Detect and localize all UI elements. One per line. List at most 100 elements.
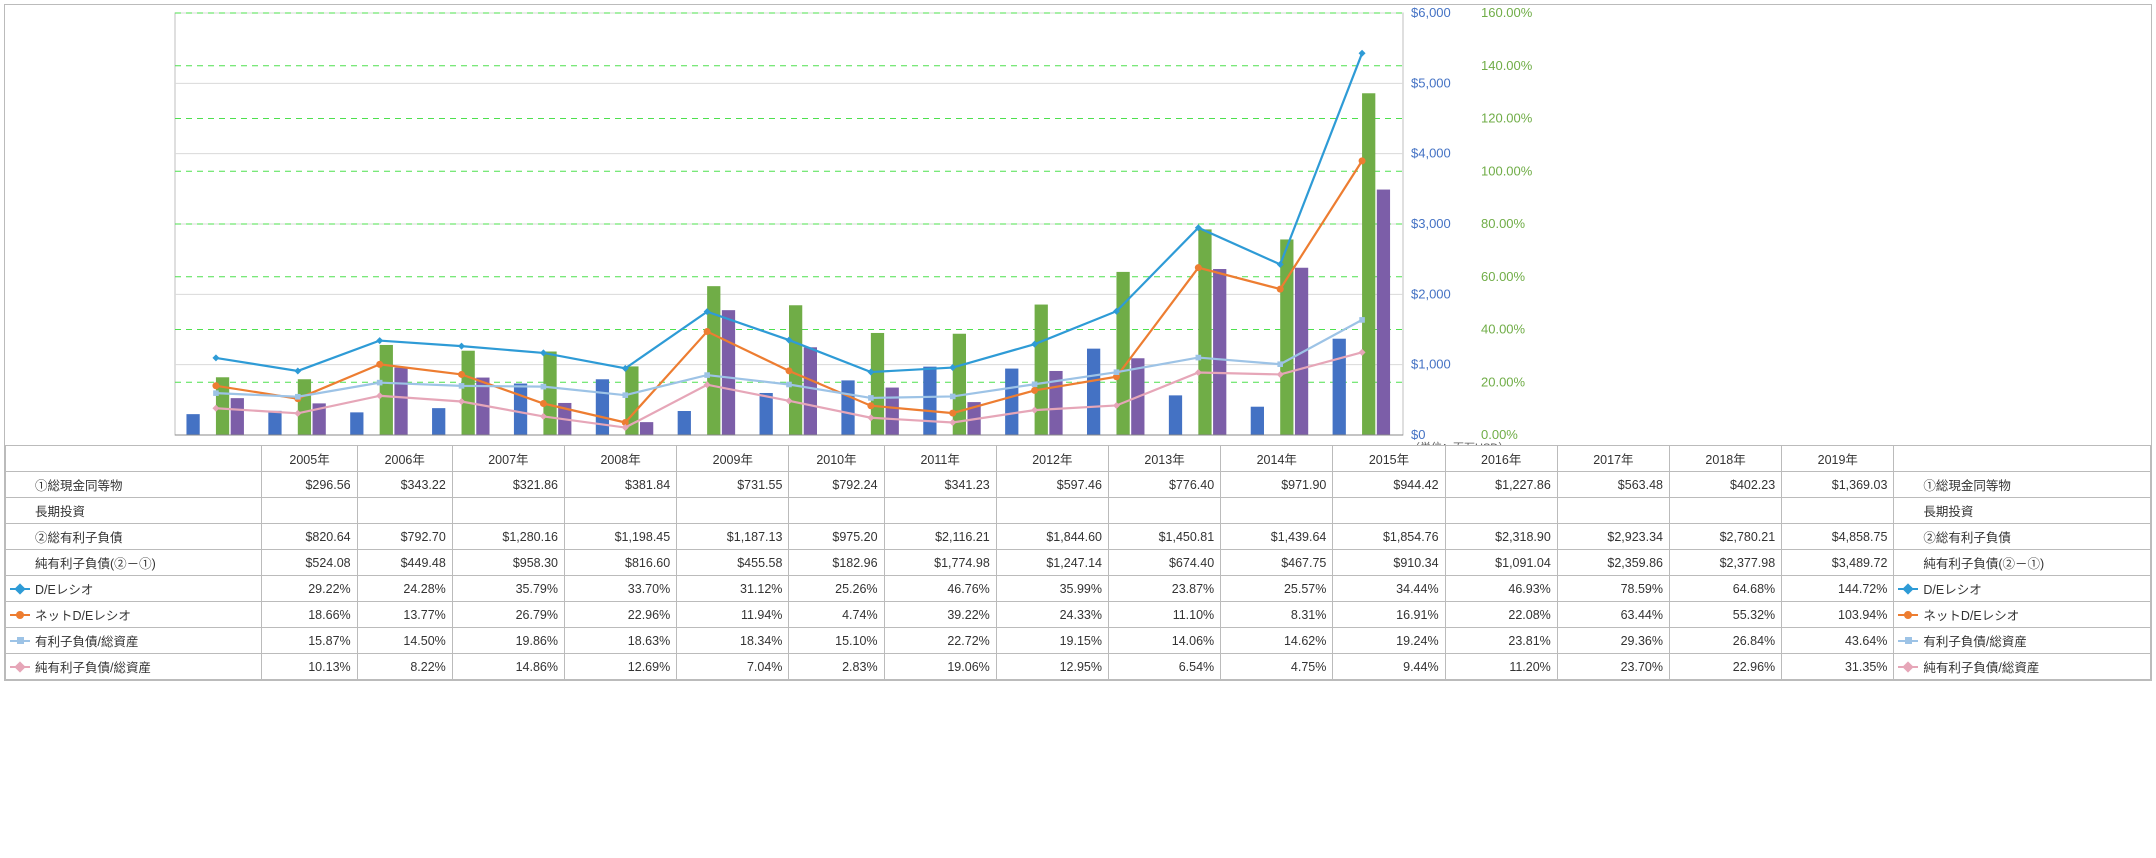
cell-netdebtasset: 7.04%	[677, 654, 789, 680]
year-header: 2014年	[1221, 446, 1333, 472]
cell-debtasset: 26.84%	[1669, 628, 1781, 654]
cell-netdebt: $449.48	[357, 550, 452, 576]
cell-debt: $1,280.16	[452, 524, 564, 550]
bar-debt	[543, 352, 556, 435]
cell-netde: 18.66%	[262, 602, 357, 628]
cell-cash: $597.46	[996, 472, 1108, 498]
series-label: ネットD/Eレシオ	[1923, 605, 2019, 624]
cell-cash: $343.22	[357, 472, 452, 498]
cell-netdebt: $3,489.72	[1782, 550, 1894, 576]
cell-de: 34.44%	[1333, 576, 1445, 602]
svg-text:140.00%: 140.00%	[1481, 58, 1533, 73]
cell-debt: $2,780.21	[1669, 524, 1781, 550]
cell-de: 29.22%	[262, 576, 357, 602]
legend-longinvest-r: 長期投資	[1894, 498, 2151, 524]
cell-netdebtasset: 4.75%	[1221, 654, 1333, 680]
cell-cash: $296.56	[262, 472, 357, 498]
legend-longinvest: 長期投資	[6, 498, 262, 524]
legend-debt: ②総有利子負債	[6, 524, 262, 550]
bar-debt	[707, 286, 720, 435]
cell-longinvest	[996, 498, 1108, 524]
bar-cash	[923, 367, 936, 435]
cell-netdebtasset: 19.06%	[884, 654, 996, 680]
cell-longinvest	[452, 498, 564, 524]
cell-netde: 13.77%	[357, 602, 452, 628]
cell-cash: $1,227.86	[1445, 472, 1557, 498]
legend-debt-r: ②総有利子負債	[1894, 524, 2151, 550]
series-label: ②総有利子負債	[1923, 527, 2011, 546]
bar-debt	[871, 333, 884, 435]
svg-text:$3,000: $3,000	[1411, 216, 1451, 231]
cell-netde: 63.44%	[1557, 602, 1669, 628]
cell-netdebt: $455.58	[677, 550, 789, 576]
series-label: 純有利子負債(②－①)	[1923, 553, 2044, 572]
cell-longinvest	[884, 498, 996, 524]
bar-debt	[1198, 229, 1211, 435]
series-label: ①総現金同等物	[1923, 475, 2011, 494]
cell-debtasset: 14.50%	[357, 628, 452, 654]
series-label: ②総有利子負債	[35, 527, 123, 546]
cell-de: 25.57%	[1221, 576, 1333, 602]
svg-text:100.00%: 100.00%	[1481, 163, 1533, 178]
cell-cash: $321.86	[452, 472, 564, 498]
cell-netde: 103.94%	[1782, 602, 1894, 628]
cell-netdebt: $816.60	[565, 550, 677, 576]
year-header: 2010年	[789, 446, 884, 472]
year-header: 2008年	[565, 446, 677, 472]
series-label: 長期投資	[35, 501, 85, 520]
cell-debt: $1,439.64	[1221, 524, 1333, 550]
bar-debt	[1035, 305, 1048, 435]
series-label: 有利子負債/総資産	[1923, 631, 2026, 650]
series-label: 純有利子負債(②－①)	[35, 553, 156, 572]
svg-text:$6,000: $6,000	[1411, 5, 1451, 20]
cell-debt: $975.20	[789, 524, 884, 550]
cell-debtasset: 19.15%	[996, 628, 1108, 654]
cell-debt: $1,854.76	[1333, 524, 1445, 550]
cell-debt: $2,318.90	[1445, 524, 1557, 550]
bar-cash	[186, 414, 199, 435]
cell-de: 33.70%	[565, 576, 677, 602]
cell-longinvest	[262, 498, 357, 524]
series-label: 有利子負債/総資産	[35, 631, 138, 650]
bar-debt	[1280, 239, 1293, 435]
legend-de: D/Eレシオ	[6, 576, 262, 602]
cell-netdebt: $958.30	[452, 550, 564, 576]
cell-de: 46.93%	[1445, 576, 1557, 602]
bar-netdebt	[640, 422, 653, 435]
series-label: D/Eレシオ	[1923, 579, 1981, 598]
cell-netdebt: $674.40	[1108, 550, 1220, 576]
legend-de-r: D/Eレシオ	[1894, 576, 2151, 602]
svg-text:60.00%: 60.00%	[1481, 269, 1526, 284]
legend-cash: ①総現金同等物	[6, 472, 262, 498]
year-header: 2011年	[884, 446, 996, 472]
cell-netdebt: $1,774.98	[884, 550, 996, 576]
cell-de: 24.28%	[357, 576, 452, 602]
cell-longinvest	[357, 498, 452, 524]
year-header: 2007年	[452, 446, 564, 472]
cell-netde: 11.94%	[677, 602, 789, 628]
cell-cash: $944.42	[1333, 472, 1445, 498]
cell-longinvest	[1669, 498, 1781, 524]
series-label: D/Eレシオ	[35, 579, 93, 598]
svg-text:$2,000: $2,000	[1411, 286, 1451, 301]
year-header: 2019年	[1782, 446, 1894, 472]
cell-netdebt: $467.75	[1221, 550, 1333, 576]
cell-de: 25.26%	[789, 576, 884, 602]
cell-debtasset: 22.72%	[884, 628, 996, 654]
cell-debtasset: 23.81%	[1445, 628, 1557, 654]
cell-longinvest	[1445, 498, 1557, 524]
cell-netdebt: $1,247.14	[996, 550, 1108, 576]
cell-netde: 39.22%	[884, 602, 996, 628]
cell-netde: 8.31%	[1221, 602, 1333, 628]
cell-netdebtasset: 23.70%	[1557, 654, 1669, 680]
year-header: 2016年	[1445, 446, 1557, 472]
cell-netde: 26.79%	[452, 602, 564, 628]
cell-debt: $1,187.13	[677, 524, 789, 550]
bar-netdebt	[1213, 269, 1226, 435]
cell-de: 31.12%	[677, 576, 789, 602]
cell-cash: $776.40	[1108, 472, 1220, 498]
cell-cash: $731.55	[677, 472, 789, 498]
cell-cash: $341.23	[884, 472, 996, 498]
bar-netdebt	[804, 347, 817, 435]
cell-netde: 22.08%	[1445, 602, 1557, 628]
